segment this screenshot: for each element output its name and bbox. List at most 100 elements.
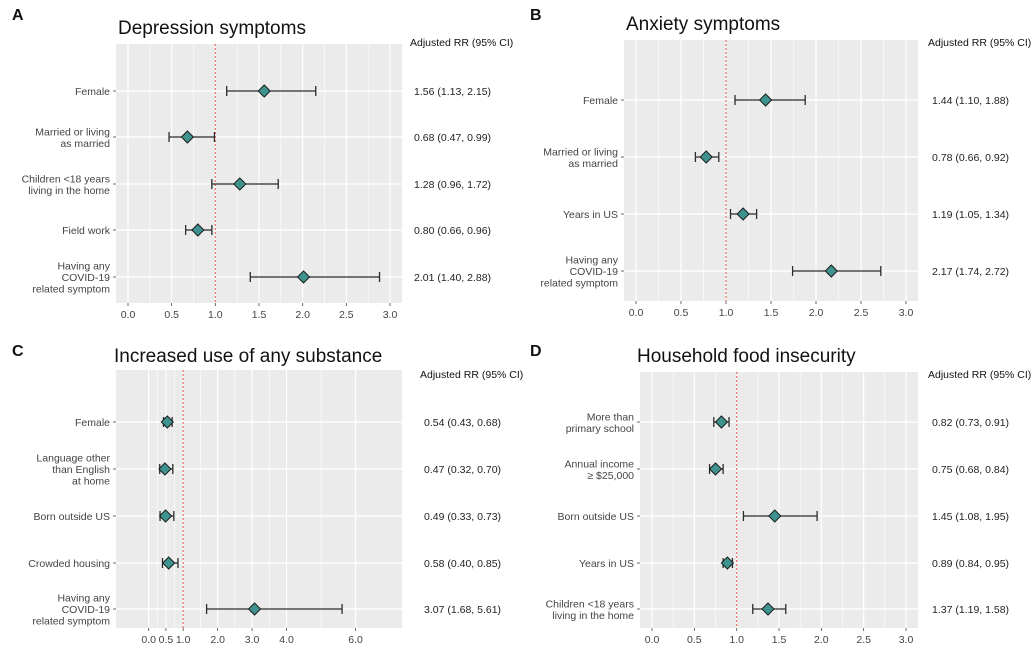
estimate-row: Born outside US 1.45 (1.08, 1.95) (558, 509, 1009, 523)
panel-a: 0.0 0.5 1.0 1.5 2.0 2.5 3.0 A Depression symptom… (12, 7, 513, 321)
panel-title: Household food insecurity (637, 346, 856, 367)
rr-value-label: 0.75 (0.68, 0.84) (932, 464, 1009, 476)
x-tick-label: 3.0 (899, 307, 914, 319)
category-label: Female (583, 95, 618, 107)
x-tick-label: 0.0 (629, 307, 644, 319)
category-label: Married or living (35, 126, 110, 138)
rr-value-label: 3.07 (1.68, 5.61) (424, 604, 501, 616)
category-label: Annual income (565, 458, 635, 470)
x-tick-label: 4.0 (279, 634, 294, 646)
rr-value-label: 1.28 (0.96, 1.72) (414, 179, 491, 191)
rr-value-label: 0.58 (0.40, 0.85) (424, 558, 501, 570)
rr-value-label: 1.19 (1.05, 1.34) (932, 209, 1009, 221)
rr-value-label: 2.01 (1.40, 2.88) (414, 272, 491, 284)
x-tick-label: 1.0 (729, 634, 744, 646)
rr-value-label: 0.80 (0.66, 0.96) (414, 225, 491, 237)
panel-title: Anxiety symptoms (626, 14, 780, 35)
rr-column-header: Adjusted RR (95% CI) (928, 37, 1031, 49)
category-label: Female (75, 417, 110, 429)
rr-value-label: 0.82 (0.73, 0.91) (932, 417, 1009, 429)
x-tick-label: 2.0 (295, 309, 310, 321)
point-estimate-marker (247, 602, 262, 616)
panel-c: 0.0 0.5 1.0 2.0 3.0 4.0 6.0 C Increased use of a… (12, 343, 523, 646)
panel-letter: B (530, 7, 542, 24)
panel-letter: D (530, 343, 542, 360)
rr-column-header: Adjusted RR (95% CI) (420, 369, 523, 381)
x-tick-label: 1.0 (208, 309, 223, 321)
category-label: living in the home (552, 610, 634, 622)
category-label: Having any (57, 261, 110, 273)
category-label: Married or living (543, 146, 618, 158)
x-tick-label: 1.5 (772, 634, 787, 646)
category-label: Born outside US (34, 511, 110, 523)
x-tick-label: 1.5 (764, 307, 779, 319)
point-estimate-marker (824, 264, 839, 278)
category-label: More than (587, 411, 634, 423)
rr-value-label: 0.78 (0.66, 0.92) (932, 152, 1009, 164)
estimate-row: Female 0.54 (0.43, 0.68) (75, 415, 501, 429)
category-label: Female (75, 86, 110, 98)
panel-letter: C (12, 343, 24, 360)
category-label: related symptom (32, 284, 110, 296)
x-tick-label: 2.0 (210, 634, 225, 646)
x-tick-label: 6.0 (348, 634, 363, 646)
category-label: as married (568, 158, 618, 170)
point-estimate-marker (699, 150, 713, 164)
category-label: Crowded housing (28, 558, 110, 570)
point-estimate-marker (191, 223, 205, 237)
x-tick-label: 3.0 (383, 309, 398, 321)
category-label: at home (72, 476, 110, 488)
estimate-row: Born outside US 0.49 (0.33, 0.73) (34, 509, 501, 523)
point-estimate-marker (180, 130, 195, 144)
x-tick-label: 2.5 (339, 309, 354, 321)
point-estimate-marker (708, 462, 723, 476)
x-tick-label: 0.5 (159, 634, 174, 646)
estimate-row: Years in US 1.19 (1.05, 1.34) (563, 207, 1009, 221)
point-estimate-marker (720, 556, 735, 570)
point-estimate-marker (158, 509, 173, 523)
category-label: ≥ $25,000 (587, 470, 634, 482)
rr-value-label: 2.17 (1.74, 2.72) (932, 266, 1009, 278)
category-label: Language other (36, 453, 110, 465)
rr-value-label: 0.47 (0.32, 0.70) (424, 464, 501, 476)
category-label: COVID-19 (570, 266, 619, 278)
category-label: primary school (566, 423, 634, 435)
x-tick-label: 0.0 (141, 634, 156, 646)
category-label: Children <18 years (546, 598, 634, 610)
point-estimate-marker (161, 556, 176, 570)
category-label: Having any (57, 593, 110, 605)
category-label: Born outside US (558, 511, 634, 523)
x-tick-label: 1.0 (176, 634, 191, 646)
panel-title: Depression symptoms (118, 18, 306, 39)
rr-value-label: 1.44 (1.10, 1.88) (932, 95, 1009, 107)
x-tick-label: 2.0 (809, 307, 824, 319)
point-estimate-marker (714, 415, 729, 429)
rr-column-header: Adjusted RR (95% CI) (410, 37, 513, 49)
x-tick-label: 1.0 (719, 307, 734, 319)
point-estimate-marker (257, 84, 271, 98)
estimate-row: Female 1.56 (1.13, 2.15) (75, 84, 491, 98)
panel-b: 0.0 0.5 1.0 1.5 2.0 2.5 3.0 B Anxiety symptoms Ad… (530, 7, 1031, 319)
category-label: Years in US (579, 558, 634, 570)
x-tick-label: 3.0 (899, 634, 914, 646)
x-tick-label: 3.0 (245, 634, 260, 646)
x-tick-label: 0.5 (674, 307, 689, 319)
category-label: living in the home (28, 185, 110, 197)
rr-value-label: 1.56 (1.13, 2.15) (414, 86, 491, 98)
estimate-row: Field work 0.80 (0.66, 0.96) (62, 223, 491, 237)
point-estimate-marker (158, 462, 172, 476)
category-label: Having any (565, 255, 618, 267)
point-estimate-marker (233, 177, 247, 191)
point-estimate-marker (736, 207, 750, 221)
category-label: related symptom (32, 616, 110, 628)
category-label: than English (52, 464, 110, 476)
x-tick-label: 0.0 (645, 634, 660, 646)
x-tick-label: 2.5 (854, 307, 869, 319)
estimate-row: Female 1.44 (1.10, 1.88) (583, 93, 1009, 107)
